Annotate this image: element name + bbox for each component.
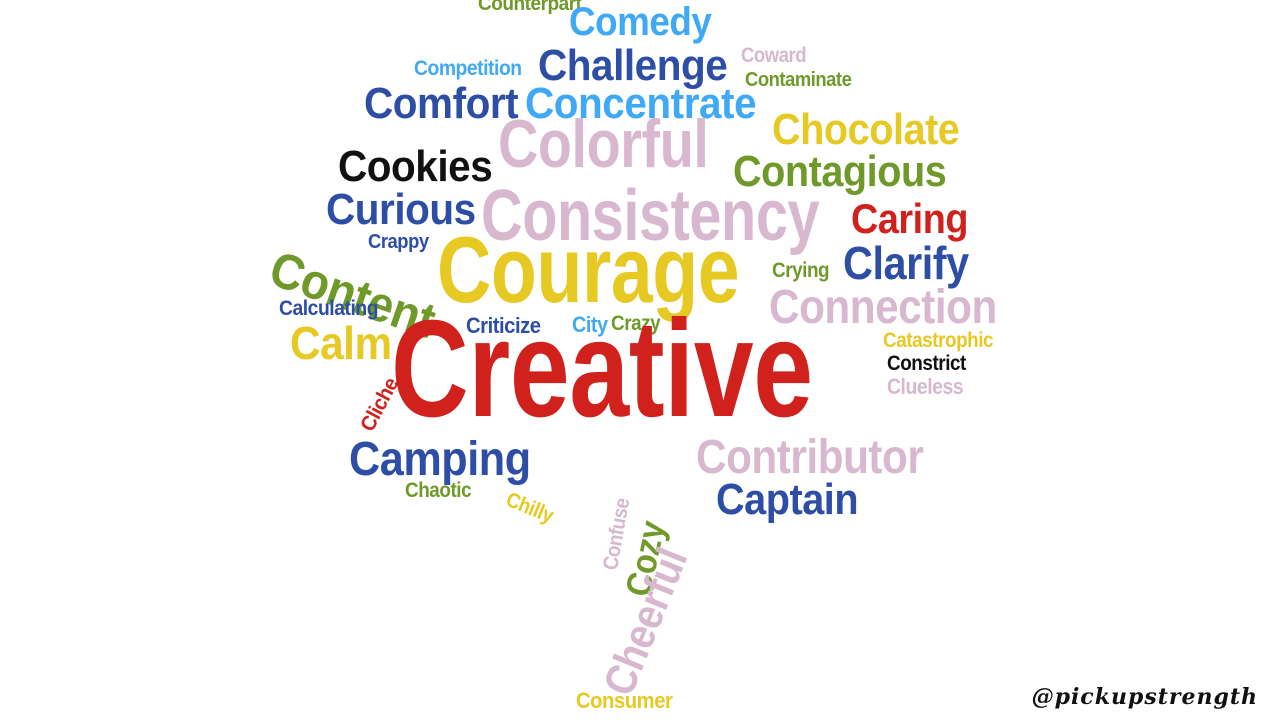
word-calm: Calm xyxy=(290,317,392,369)
word-coward: Coward xyxy=(741,44,807,67)
word-clarify: Clarify xyxy=(843,237,969,289)
word-chilly: Chilly xyxy=(502,488,557,528)
word-courage: Courage xyxy=(437,217,740,322)
word-crazy: Crazy xyxy=(611,312,661,335)
word-creative: Creative xyxy=(391,292,813,446)
word-camping: Camping xyxy=(349,433,531,486)
word-constrict: Constrict xyxy=(887,352,966,375)
word-comfort: Comfort xyxy=(364,79,519,128)
word-comedy: Comedy xyxy=(569,0,712,44)
word-catastrophic: Catastrophic xyxy=(883,329,994,352)
word-concentrate: Concentrate xyxy=(525,79,757,128)
word-criticize: Criticize xyxy=(466,313,541,338)
word-connection: Connection xyxy=(769,281,997,334)
word-cookies: Cookies xyxy=(338,142,493,191)
word-chocolate: Chocolate xyxy=(772,105,960,154)
word-challenge: Challenge xyxy=(538,41,728,90)
word-contributor: Contributor xyxy=(696,431,924,484)
word-chaotic: Chaotic xyxy=(405,479,472,502)
word-clueless: Clueless xyxy=(887,374,964,399)
word-crappy: Crappy xyxy=(368,231,429,253)
word-colorful: Colorful xyxy=(498,106,709,182)
word-counterpart: Counterpart xyxy=(478,0,582,15)
word-calculating: Calculating xyxy=(279,297,379,320)
word-curious: Curious xyxy=(326,185,476,234)
word-city: City xyxy=(572,312,608,337)
word-contaminate: Contaminate xyxy=(745,69,852,91)
word-consistency: Consistency xyxy=(481,176,820,256)
word-captain: Captain xyxy=(716,475,859,524)
handle-watermark: @pickupstrength xyxy=(1031,684,1258,710)
word-caring: Caring xyxy=(851,195,969,242)
word-competition: Competition xyxy=(414,57,522,80)
word-consumer: Consumer xyxy=(576,688,673,713)
word-contagious: Contagious xyxy=(733,147,947,196)
word-crying: Crying xyxy=(772,259,830,282)
